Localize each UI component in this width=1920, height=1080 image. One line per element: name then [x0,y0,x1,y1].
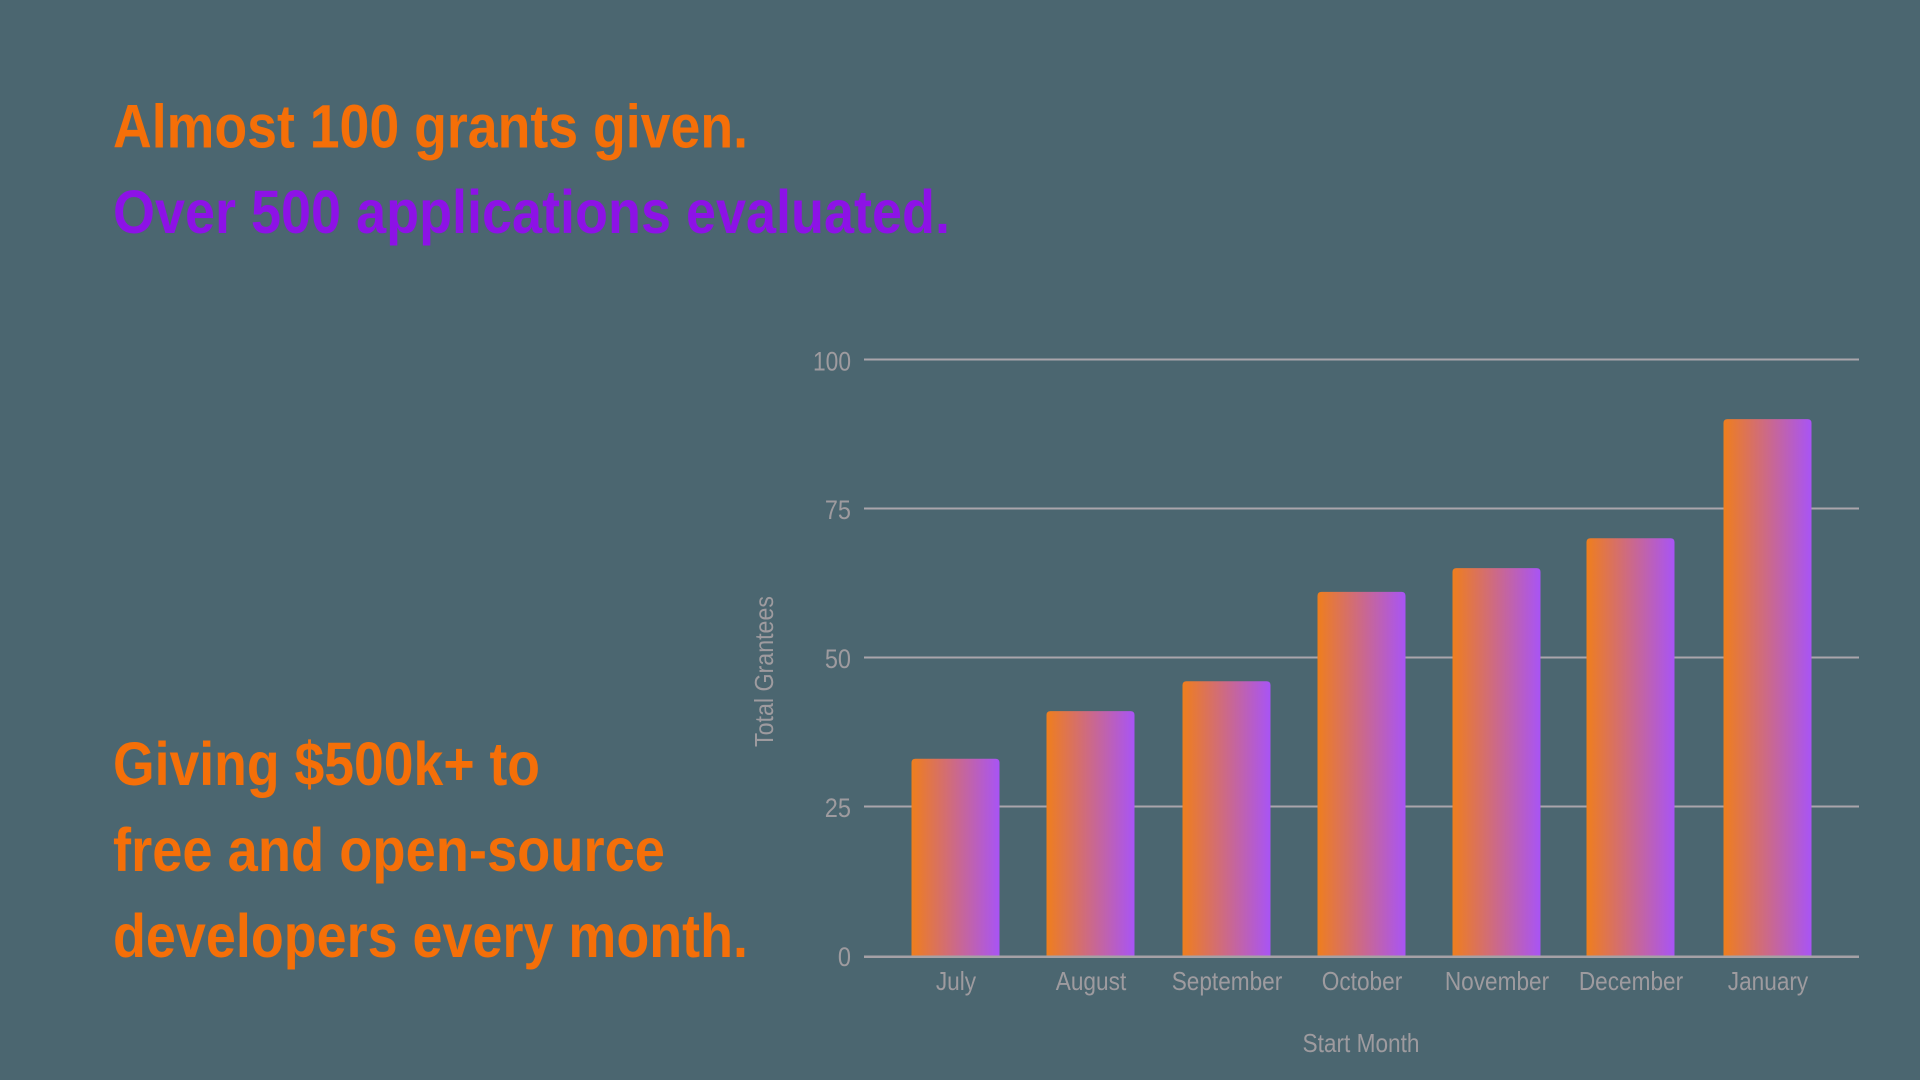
svg-text:25: 25 [825,793,851,823]
svg-text:75: 75 [825,495,851,525]
svg-text:0: 0 [838,942,851,972]
svg-text:August: August [1056,966,1127,996]
svg-text:January: January [1728,966,1809,996]
svg-text:developers every month.: developers every month. [113,902,748,970]
svg-text:October: October [1322,966,1403,996]
svg-text:December: December [1579,966,1684,996]
svg-text:Over 500 applications evaluate: Over 500 applications evaluated. [113,178,950,246]
svg-text:July: July [936,966,976,996]
svg-text:100: 100 [813,347,851,377]
svg-text:September: September [1172,966,1283,996]
svg-text:Almost 100 grants given.: Almost 100 grants given. [113,93,748,161]
svg-text:Giving $500k+ to: Giving $500k+ to [113,730,540,798]
svg-text:November: November [1445,966,1550,996]
svg-text:Total Grantees: Total Grantees [749,596,779,747]
svg-text:Start Month: Start Month [1303,1028,1420,1058]
svg-text:50: 50 [825,644,851,674]
svg-text:free and open-source: free and open-source [113,816,665,884]
